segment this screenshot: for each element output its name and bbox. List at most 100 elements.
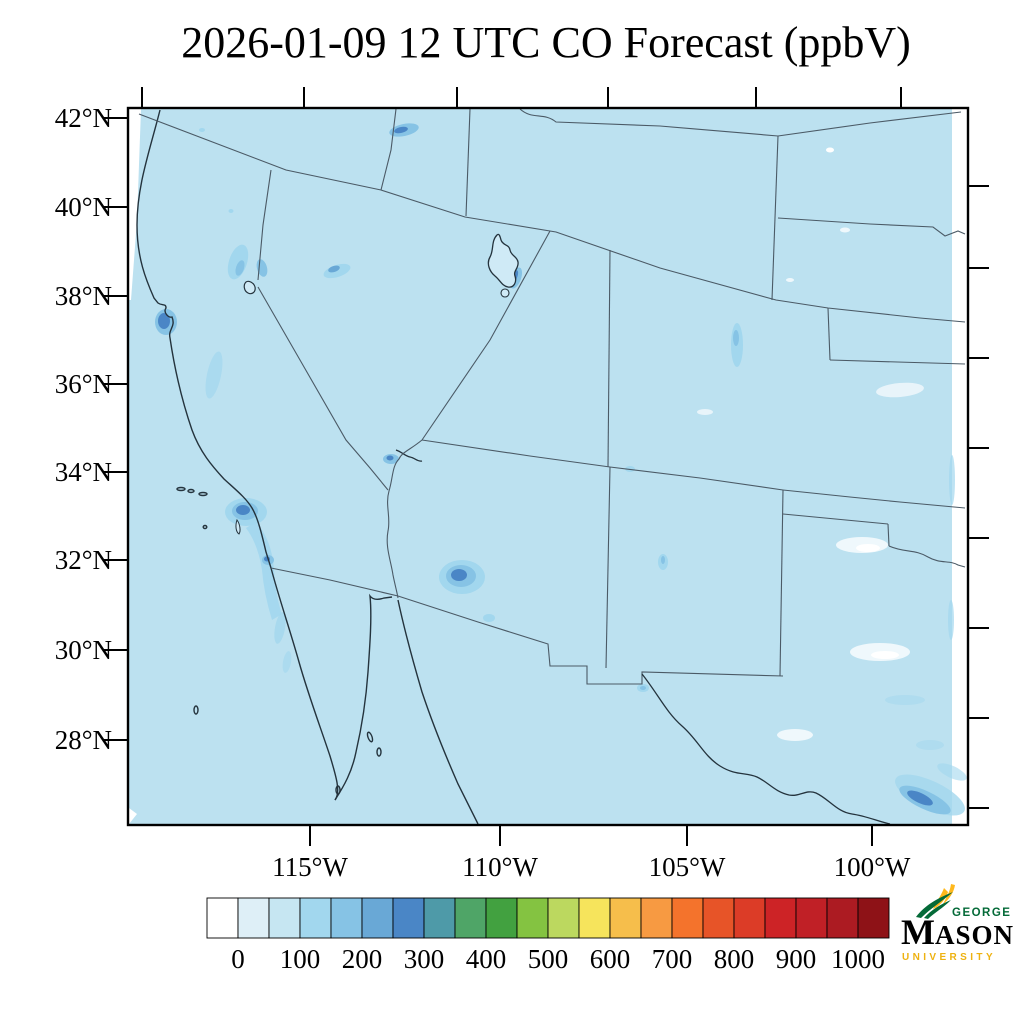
colorbar-cell: [609, 897, 642, 939]
border-nevada-utah: [421, 230, 551, 441]
border-arizona-newmexico: [605, 466, 611, 669]
border-oregon-idaho: [380, 109, 397, 191]
border-42n-chain: [138, 113, 966, 323]
lon-tick-label: 100°W: [834, 852, 911, 882]
hotspot-central-valley: [205, 351, 223, 399]
domain-edge-east: [952, 109, 967, 824]
low-co-patch: [876, 382, 924, 398]
hotspot-socal-plume: [246, 522, 282, 620]
channel-island: [202, 524, 208, 530]
hotspot-edge-streak: [949, 455, 955, 505]
colorbar-cell: [268, 897, 301, 939]
hotspot-nevada-streak-core: [328, 265, 340, 273]
map-frame: [126, 106, 970, 827]
colorbar-cell: [454, 897, 487, 939]
gulf-island: [335, 785, 341, 795]
gmu-logo: GEORGE MASON UNIVERSITY: [901, 884, 1014, 963]
domain-edge-southwest: [129, 808, 137, 824]
colorbar-tick-label: 1000: [831, 944, 885, 974]
hotspot-edge-streak: [948, 600, 954, 640]
colorbar-tick-label: 800: [714, 944, 755, 974]
colorbar-cell: [826, 897, 859, 939]
salton-sea: [235, 518, 241, 535]
colorbar-tick-label: 200: [342, 944, 383, 974]
colorbar-cell: [485, 897, 518, 939]
colorbar-cell: [764, 897, 797, 939]
colorbar-tick-label: 500: [528, 944, 569, 974]
border-colorado-river: [386, 439, 423, 599]
coastline-california: [136, 109, 272, 569]
lon-tick-label: 110°W: [462, 852, 538, 882]
lon-tick-label: 105°W: [649, 852, 726, 882]
border-idaho-meridian: [465, 109, 471, 217]
hotspot-sf-bay-core: [158, 313, 170, 329]
border-newmexico-texas: [779, 489, 784, 677]
state-borders: [138, 109, 966, 824]
hotspot-nevada-streak: [323, 263, 351, 279]
lat-tick-label: 36°N: [55, 369, 112, 399]
border-oklahoma-panhandle-south: [782, 513, 889, 525]
hotspot-denver-core: [733, 330, 739, 346]
colorbar-cell: [547, 897, 580, 939]
colorbar-tick-label: 600: [590, 944, 631, 974]
hotspot-texas-streak: [916, 740, 944, 750]
channel-island: [176, 486, 186, 492]
great-salt-lake: [487, 233, 519, 288]
colorbar-cell: [237, 897, 270, 939]
island-guadalupe: [193, 705, 199, 715]
lat-tick-label: 40°N: [55, 192, 112, 222]
colorbar-cell: [578, 897, 611, 939]
hotspot-el-paso-core: [640, 686, 646, 690]
border-rio-grande: [641, 673, 891, 824]
co-hotspots: [155, 123, 967, 816]
lat-tick-label: 28°N: [55, 725, 112, 755]
border-nebraska-southdakota: [777, 217, 966, 237]
low-co-patch: [826, 147, 834, 153]
hotspot-albuquerque-core: [661, 556, 665, 564]
border-kansas-oklahoma-37n: [782, 489, 966, 509]
hotspot-boise-core: [394, 126, 408, 134]
utah-lake: [500, 288, 510, 298]
border-us-mexico-arizona-newmexico: [397, 595, 784, 685]
axes: 42°N 40°N 38°N 36°N 34°N 32°N 30°N 28°N 115°W 110…: [55, 87, 989, 882]
border-red-river: [888, 545, 966, 568]
lake-mead: [395, 449, 423, 462]
logo-mason-rest: ASON: [935, 920, 1014, 950]
border-california-nevada-diagonal: [257, 286, 389, 491]
colorbar-tick-label: 400: [466, 944, 507, 974]
hotspot-phoenix-core: [451, 569, 467, 581]
co-field-background: [129, 109, 967, 824]
lat-tick-label: 34°N: [55, 457, 112, 487]
colorbar-cell: [702, 897, 735, 939]
lat-tick-label: 42°N: [55, 103, 112, 133]
logo-university-text: UNIVERSITY: [902, 952, 996, 963]
hotspot-baja-plume: [274, 612, 286, 644]
colorbar-cell: [857, 897, 890, 939]
figure-title: 2026-01-09 12 UTC CO Forecast (ppbV): [181, 18, 911, 67]
hotspot-tucson: [483, 614, 495, 622]
border-kansas-nebraska: [829, 359, 966, 365]
hotspot-los-angeles-core: [236, 505, 250, 515]
lake-tahoe: [243, 280, 256, 295]
lat-tick-label: 38°N: [55, 281, 112, 311]
border-colorado-nebraska: [827, 307, 831, 361]
colorbar-tick-label: 0: [231, 944, 245, 974]
logo-george-text: GEORGE: [952, 907, 1011, 919]
low-co-patch: [856, 544, 880, 552]
colorbar-cell: [299, 897, 332, 939]
hotspot-speck: [199, 128, 205, 132]
colorbar-tick-label: 300: [404, 944, 445, 974]
hotspot-baja-plume-tail: [282, 651, 292, 673]
border-california-nevada-north: [257, 169, 272, 281]
colorbar-cell: [423, 897, 456, 939]
hotspot-las-vegas-core: [386, 455, 394, 461]
hotspot-texas-streak: [885, 695, 925, 705]
colorbar-cell: [795, 897, 828, 939]
channel-island: [187, 488, 195, 494]
logo-leaf-icon: [924, 900, 951, 919]
border-100w-drop: [887, 523, 890, 547]
hotspot-sacramento-core: [235, 260, 245, 276]
colorbar-cell: [640, 897, 673, 939]
